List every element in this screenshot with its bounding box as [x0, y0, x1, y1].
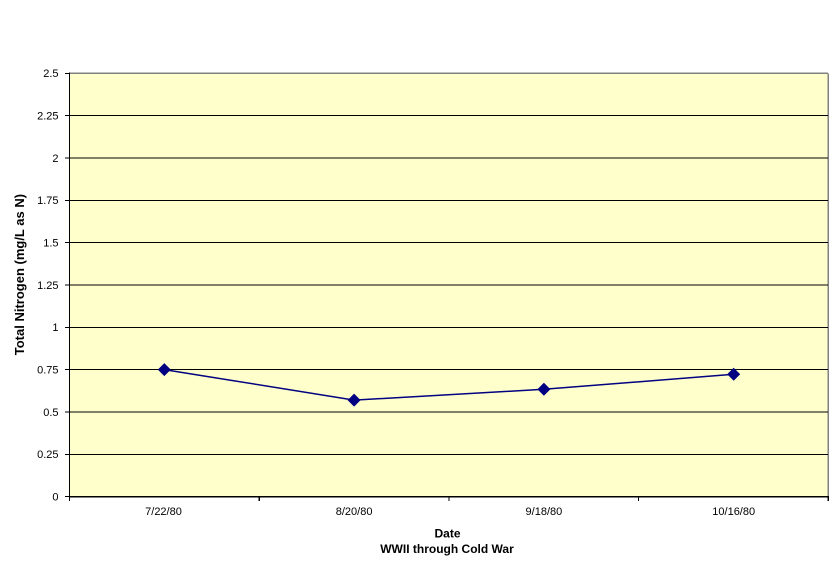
svg-text:0.5: 0.5	[43, 407, 58, 419]
svg-text:2.5: 2.5	[43, 68, 58, 80]
svg-text:1.5: 1.5	[43, 238, 58, 250]
svg-text:8/20/80: 8/20/80	[336, 506, 373, 518]
svg-text:Date: Date	[434, 527, 460, 541]
svg-text:0.25: 0.25	[37, 449, 58, 461]
svg-text:0.75: 0.75	[37, 365, 58, 377]
svg-text:1.75: 1.75	[37, 195, 58, 207]
svg-text:Total Nitrogen (mg/L as N): Total Nitrogen (mg/L as N)	[12, 194, 27, 355]
svg-text:7/22/80: 7/22/80	[145, 506, 182, 518]
svg-text:9/18/80: 9/18/80	[526, 506, 563, 518]
svg-text:WWII through Cold War: WWII through Cold War	[380, 542, 514, 556]
svg-text:0: 0	[52, 492, 58, 504]
svg-text:2: 2	[52, 153, 58, 165]
svg-text:10/16/80: 10/16/80	[712, 506, 755, 518]
svg-text:1.25: 1.25	[37, 280, 58, 292]
svg-text:2.25: 2.25	[37, 111, 58, 123]
svg-text:1: 1	[52, 322, 58, 334]
